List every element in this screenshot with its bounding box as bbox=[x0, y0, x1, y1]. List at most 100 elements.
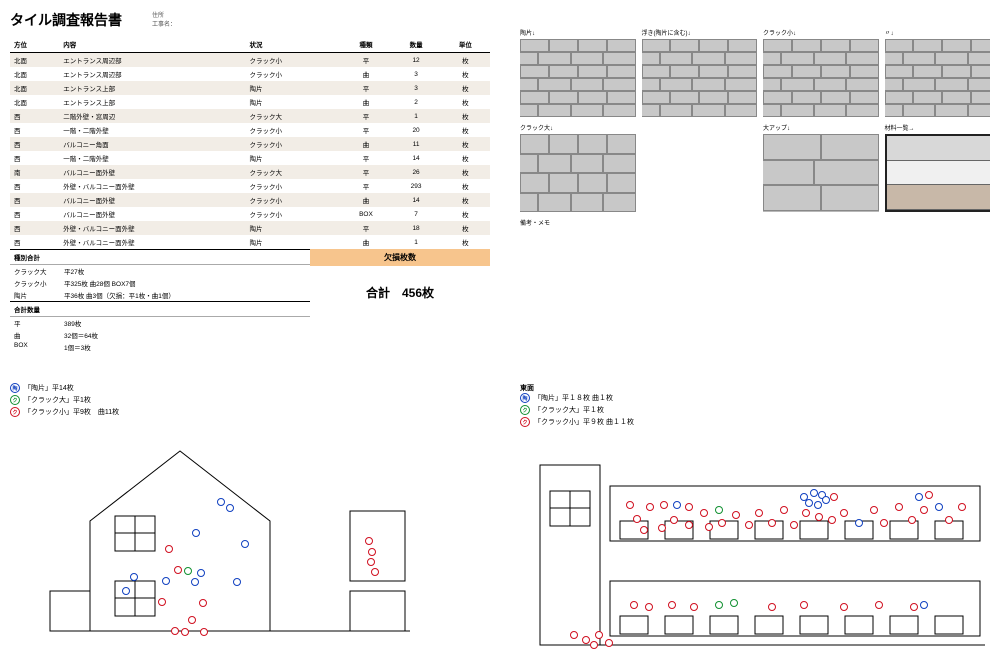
defect-marker bbox=[640, 526, 648, 534]
tile-photo bbox=[763, 134, 879, 212]
table-row: 西一階・二階外壁陶片平14枚 bbox=[10, 151, 490, 165]
summary-row: 陶片平36枚 曲3個（欠損：平1枚・曲1個） bbox=[10, 289, 310, 301]
defect-marker bbox=[590, 641, 598, 649]
defect-marker bbox=[920, 601, 928, 609]
defect-marker bbox=[367, 558, 375, 566]
defect-marker bbox=[935, 503, 943, 511]
defect-marker bbox=[685, 503, 693, 511]
defect-marker bbox=[233, 578, 241, 586]
defect-marker bbox=[745, 521, 753, 529]
legend-marker-icon: ク bbox=[520, 405, 530, 415]
defect-marker bbox=[828, 516, 836, 524]
defect-marker bbox=[171, 627, 179, 635]
defect-marker bbox=[595, 631, 603, 639]
table-row: 西外壁・バルコニー面外壁陶片曲1枚 bbox=[10, 235, 490, 249]
survey-table: 方位内容状況種類数量単位 北面エントランス周辺部クラック小平12枚北面エントラン… bbox=[10, 36, 490, 249]
defect-marker bbox=[810, 489, 818, 497]
photo-item: 浮き(陶片に含む)↓ bbox=[642, 28, 758, 117]
photo-item bbox=[642, 123, 758, 212]
defect-marker bbox=[700, 509, 708, 517]
table-row: 西二階外壁・窓周辺クラック大平1枚 bbox=[10, 109, 490, 123]
defect-marker bbox=[191, 578, 199, 586]
memo-label: 備考・メモ bbox=[520, 218, 990, 227]
defect-marker bbox=[755, 509, 763, 517]
table-row: 西外壁・バルコニー面外壁陶片平18枚 bbox=[10, 221, 490, 235]
diagram-right: 東面 陶「陶片」平１８枚 曲１枚ク「クラック大」平１枚ク「クラック小」平９枚 曲… bbox=[520, 383, 990, 651]
photo-item: 〃↓ bbox=[885, 28, 990, 117]
defect-marker bbox=[630, 601, 638, 609]
summary-row: 曲32個＝64枚 bbox=[10, 329, 310, 341]
legend-item: ク「クラック大」平１枚 bbox=[520, 405, 990, 415]
defect-marker bbox=[605, 639, 613, 647]
col-header: 単位 bbox=[441, 36, 490, 53]
house-outline bbox=[10, 421, 470, 641]
photo-item: 陶片↓ bbox=[520, 28, 636, 117]
defect-marker bbox=[188, 616, 196, 624]
defect-marker bbox=[800, 601, 808, 609]
table-row: 西バルコニー面外壁クラック小曲14枚 bbox=[10, 193, 490, 207]
summary-row: BOX1個＝3枚 bbox=[10, 341, 310, 353]
defect-marker bbox=[570, 631, 578, 639]
qty-total-header: 合計数量 bbox=[10, 301, 310, 317]
defect-marker bbox=[920, 506, 928, 514]
defect-marker bbox=[165, 545, 173, 553]
table-row: 北面エントランス周辺部クラック小平12枚 bbox=[10, 53, 490, 68]
defect-marker bbox=[802, 509, 810, 517]
table-row: 西一階・二階外壁クラック小平20枚 bbox=[10, 123, 490, 137]
photo-panel: 陶片↓浮き(陶片に含む)↓クラック小↓〃↓ クラック大↓ 大アップ↓材料一覧→ … bbox=[520, 10, 990, 353]
table-row: 北面エントランス周辺部クラック小曲3枚 bbox=[10, 67, 490, 81]
col-header: 数量 bbox=[391, 36, 440, 53]
defect-marker bbox=[365, 537, 373, 545]
defect-marker bbox=[945, 516, 953, 524]
tile-photo bbox=[642, 39, 758, 117]
defect-marker bbox=[815, 513, 823, 521]
defect-marker bbox=[130, 573, 138, 581]
col-header: 方位 bbox=[10, 36, 59, 53]
tile-photo bbox=[520, 134, 636, 212]
tile-photo bbox=[763, 39, 879, 117]
defect-marker bbox=[870, 506, 878, 514]
defect-marker bbox=[158, 598, 166, 606]
defect-marker bbox=[790, 521, 798, 529]
defect-marker bbox=[814, 501, 822, 509]
col-header: 種類 bbox=[340, 36, 391, 53]
defect-marker bbox=[732, 511, 740, 519]
col-header: 状況 bbox=[245, 36, 340, 53]
legend-item: ク「クラック大」平1枚 bbox=[10, 395, 490, 405]
legend-item: 陶「陶片」平１８枚 曲１枚 bbox=[520, 393, 990, 403]
defect-marker bbox=[780, 506, 788, 514]
defect-marker bbox=[830, 493, 838, 501]
defect-marker bbox=[658, 524, 666, 532]
defect-marker bbox=[875, 601, 883, 609]
defect-marker bbox=[668, 601, 676, 609]
legend-marker-icon: 陶 bbox=[10, 383, 20, 393]
table-row: 西バルコニー角面クラック小曲11枚 bbox=[10, 137, 490, 151]
defect-marker bbox=[840, 603, 848, 611]
defect-marker bbox=[122, 587, 130, 595]
defect-marker bbox=[199, 599, 207, 607]
legend-marker-icon: 陶 bbox=[520, 393, 530, 403]
defect-marker bbox=[715, 601, 723, 609]
defect-marker bbox=[184, 567, 192, 575]
defect-marker bbox=[958, 503, 966, 511]
table-row: 北面エントランス上部陶片平3枚 bbox=[10, 81, 490, 95]
summary-row: クラック大平27枚 bbox=[10, 265, 310, 277]
defect-marker bbox=[690, 603, 698, 611]
defect-marker bbox=[840, 509, 848, 517]
defect-marker bbox=[768, 519, 776, 527]
defect-marker bbox=[645, 603, 653, 611]
table-row: 南バルコニー面外壁クラック大平26枚 bbox=[10, 165, 490, 179]
defect-marker bbox=[822, 496, 830, 504]
table-row: 北面エントランス上部陶片曲2枚 bbox=[10, 95, 490, 109]
defect-marker bbox=[910, 603, 918, 611]
tile-photo bbox=[885, 39, 990, 117]
legend-item: 陶「陶片」平14枚 bbox=[10, 383, 490, 393]
defect-marker bbox=[192, 529, 200, 537]
building-outline bbox=[520, 431, 990, 651]
summary-row: クラック小平325枚 曲28個 BOX7個 bbox=[10, 277, 310, 289]
defect-marker bbox=[925, 491, 933, 499]
table-row: 西外壁・バルコニー面外壁クラック小平293枚 bbox=[10, 179, 490, 193]
defect-marker bbox=[226, 504, 234, 512]
meta: 住所 工事名： bbox=[152, 10, 176, 28]
defect-marker bbox=[908, 516, 916, 524]
